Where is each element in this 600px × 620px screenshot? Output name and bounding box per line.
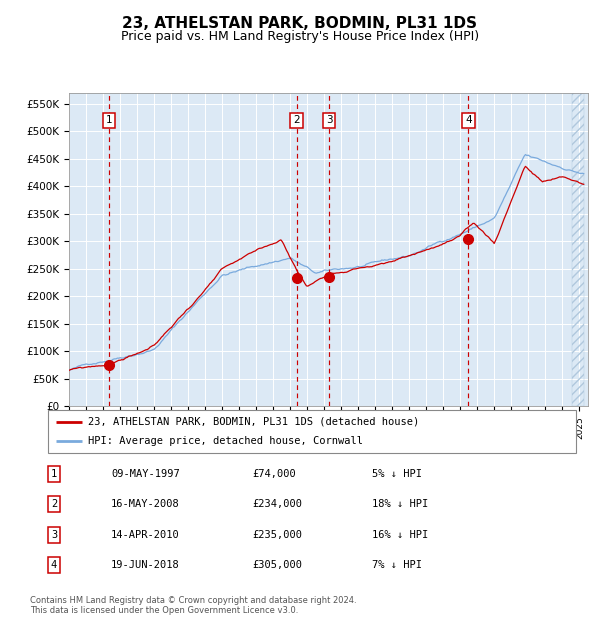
Text: 3: 3 — [326, 115, 332, 125]
Text: £235,000: £235,000 — [252, 529, 302, 540]
Text: 2: 2 — [51, 499, 57, 510]
Text: 4: 4 — [51, 560, 57, 570]
Text: HPI: Average price, detached house, Cornwall: HPI: Average price, detached house, Corn… — [88, 436, 362, 446]
Text: 23, ATHELSTAN PARK, BODMIN, PL31 1DS (detached house): 23, ATHELSTAN PARK, BODMIN, PL31 1DS (de… — [88, 417, 419, 427]
Text: 1: 1 — [51, 469, 57, 479]
Text: 3: 3 — [51, 529, 57, 540]
Text: 2: 2 — [293, 115, 300, 125]
Text: 18% ↓ HPI: 18% ↓ HPI — [372, 499, 428, 510]
Text: £234,000: £234,000 — [252, 499, 302, 510]
Text: Price paid vs. HM Land Registry's House Price Index (HPI): Price paid vs. HM Land Registry's House … — [121, 30, 479, 43]
Text: Contains HM Land Registry data © Crown copyright and database right 2024.
This d: Contains HM Land Registry data © Crown c… — [30, 596, 356, 615]
Text: 09-MAY-1997: 09-MAY-1997 — [111, 469, 180, 479]
FancyBboxPatch shape — [48, 410, 576, 453]
Text: 14-APR-2010: 14-APR-2010 — [111, 529, 180, 540]
Text: 19-JUN-2018: 19-JUN-2018 — [111, 560, 180, 570]
Text: 16% ↓ HPI: 16% ↓ HPI — [372, 529, 428, 540]
Text: £305,000: £305,000 — [252, 560, 302, 570]
Text: 5% ↓ HPI: 5% ↓ HPI — [372, 469, 422, 479]
Text: 1: 1 — [106, 115, 112, 125]
Text: £74,000: £74,000 — [252, 469, 296, 479]
Text: 4: 4 — [465, 115, 472, 125]
Text: 23, ATHELSTAN PARK, BODMIN, PL31 1DS: 23, ATHELSTAN PARK, BODMIN, PL31 1DS — [122, 16, 478, 30]
Text: 7% ↓ HPI: 7% ↓ HPI — [372, 560, 422, 570]
Text: 16-MAY-2008: 16-MAY-2008 — [111, 499, 180, 510]
